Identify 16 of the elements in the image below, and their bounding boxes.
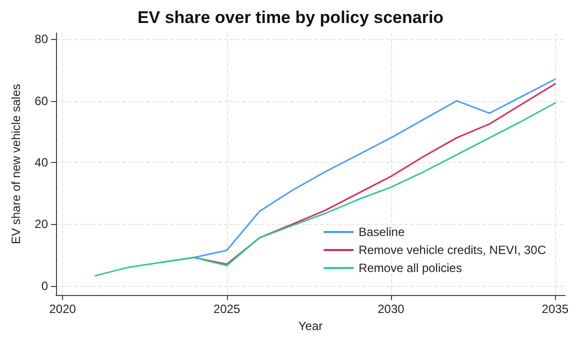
x-tick-label: 2020 (49, 302, 76, 316)
y-tick-label: 60 (34, 94, 48, 108)
y-tick-label: 40 (34, 156, 48, 170)
x-tick-label: 2035 (542, 302, 569, 316)
y-tick-label: 0 (41, 278, 48, 293)
y-tick-label: 20 (34, 217, 48, 232)
y-tick-label: 80 (34, 32, 48, 46)
chart-title: EV share over time by policy scenario (137, 8, 444, 27)
x-tick-label: 2030 (378, 302, 405, 316)
legend-label: Remove vehicle credits, NEVI, 30C (358, 243, 546, 257)
x-tick-label: 2025 (213, 302, 240, 316)
x-axis-title: Year (298, 319, 323, 333)
line-series (94, 102, 556, 276)
legend-label: Baseline (358, 225, 405, 239)
legend-label: Remove all policies (358, 261, 462, 275)
y-axis-title: EV share of new vehicle sales (9, 84, 23, 244)
